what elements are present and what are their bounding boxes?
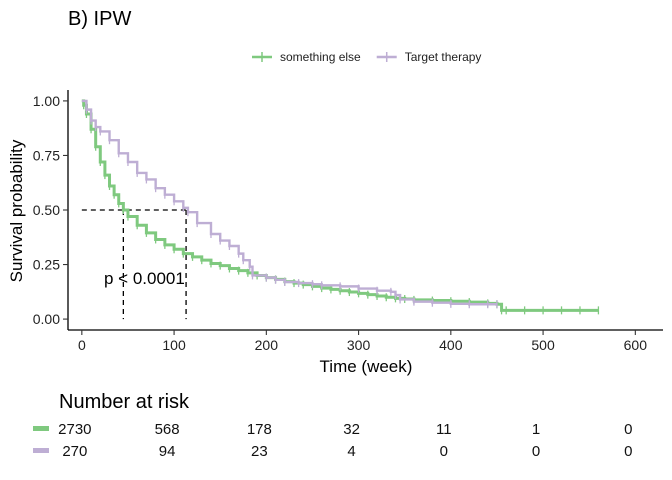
legend-label: Target therapy	[405, 50, 482, 64]
plot-area: 0 100 200 300 400 500 600 0.00 0.25 0.50 0.75 1.00	[33, 90, 663, 353]
risk-value: 568	[155, 421, 180, 438]
x-tick-label: 600	[624, 337, 648, 353]
risk-table-title: Number at risk	[59, 391, 190, 413]
risk-value: 178	[247, 421, 272, 438]
risk-value: 4	[347, 443, 355, 460]
risk-value: 23	[251, 443, 268, 460]
risk-value: 0	[532, 443, 540, 460]
risk-value: 270	[62, 443, 87, 460]
x-tick-label: 200	[255, 337, 279, 353]
y-tick-label: 0.25	[33, 257, 60, 273]
y-tick-label: 0.00	[33, 311, 60, 327]
risk-value: 11	[436, 421, 452, 438]
y-tick-label: 0.50	[33, 202, 60, 218]
risk-value: 0	[624, 421, 632, 438]
x-tick-label: 300	[347, 337, 371, 353]
risk-row-key	[33, 448, 49, 453]
x-tick-label: 400	[439, 337, 463, 353]
p-value-annotation: p < 0.0001	[104, 269, 185, 288]
x-tick-label: 0	[78, 337, 86, 353]
x-tick-label: 100	[162, 337, 186, 353]
risk-value: 1	[532, 421, 540, 438]
risk-value: 0	[624, 443, 632, 460]
risk-row-key	[33, 426, 49, 431]
legend-label: something else	[280, 50, 361, 64]
chart-title: B) IPW	[68, 8, 131, 30]
y-tick-label: 1.00	[33, 93, 60, 109]
risk-value: 2730	[58, 421, 91, 438]
legend: something else Target therapy	[252, 50, 481, 64]
x-axis-title: Time (week)	[320, 357, 413, 376]
risk-value: 94	[159, 443, 176, 460]
risk-value: 0	[440, 443, 448, 460]
y-tick-label: 0.75	[33, 147, 60, 163]
x-tick-label: 500	[531, 337, 555, 353]
y-axis-title: Survival probability	[7, 139, 26, 282]
risk-value: 32	[343, 421, 360, 438]
